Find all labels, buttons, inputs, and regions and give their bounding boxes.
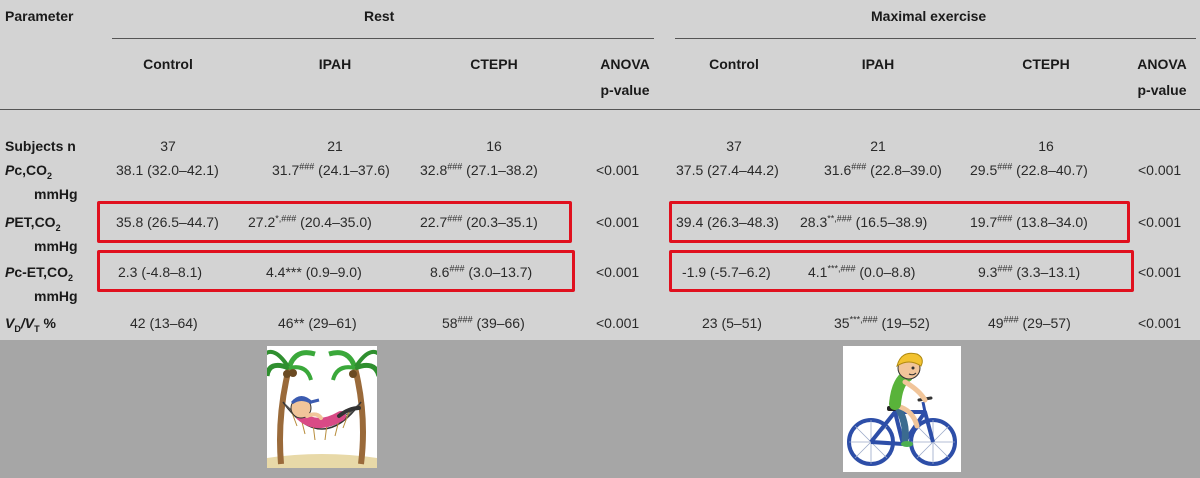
cell-pet-ex-cteph: 19.7### (13.8–34.0): [970, 213, 1088, 230]
ex-ipah-header: IPAH: [861, 56, 895, 72]
ex-control-header: Control: [709, 56, 759, 72]
cell-pc-rest-ipah: 31.7### (24.1–37.6): [272, 161, 390, 178]
row-label-pet-co2: PET,CO2: [5, 214, 61, 233]
cell-pc-rest-p: <0.001: [596, 162, 640, 178]
cell-pc-ex-ipah: 31.6### (22.8–39.0): [824, 161, 942, 178]
header-bottom-rule: [0, 109, 1200, 110]
parameter-header: Parameter: [5, 8, 74, 24]
highlight-box-pcet-rest: [97, 250, 575, 292]
cell-pet-rest-cteph: 22.7### (20.3–35.1): [420, 213, 538, 230]
row-label-pc-sub2: 2: [47, 170, 53, 181]
cell-pet-ex-ipah: 28.3**,### (16.5–38.9): [800, 213, 928, 230]
cell-pet-rest-ipah: 27.2*,### (20.4–35.0): [248, 213, 372, 230]
ex-anova-header: ANOVA: [1137, 56, 1187, 72]
cell-vdvt-ex-control: 23 (5–51): [702, 315, 762, 331]
row-label-pet-sub: ET,CO: [14, 214, 56, 230]
hammock-rest-illustration: [267, 346, 377, 468]
cell-pet-ex-p: <0.001: [1138, 214, 1182, 230]
exercise-group-rule: [675, 38, 1196, 39]
cell-pc-rest-control: 38.1 (32.0–42.1): [116, 162, 219, 178]
cell-pc-ex-control: 37.5 (27.4–44.2): [676, 162, 779, 178]
cell-vdvt-rest-p: <0.001: [596, 315, 640, 331]
cell-vdvt-rest-ipah: 46** (29–61): [278, 315, 357, 331]
cell-subjects-rest-ipah: 21: [327, 138, 343, 154]
cell-pc-ex-p: <0.001: [1138, 162, 1182, 178]
cell-pet-rest-p: <0.001: [596, 214, 640, 230]
row-label-pet-sub2: 2: [55, 222, 61, 233]
cell-subjects-ex-ipah: 21: [870, 138, 886, 154]
row-label-pc-co2: Pc,CO2: [5, 162, 52, 181]
row-label-vdvt: VD/VT %: [5, 315, 56, 334]
cell-vdvt-ex-p: <0.001: [1138, 315, 1182, 331]
cell-subjects-ex-control: 37: [726, 138, 742, 154]
cell-pet-rest-control: 35.8 (26.5–44.7): [116, 214, 219, 230]
cell-vdvt-rest-control: 42 (13–64): [130, 315, 198, 331]
rest-ipah-header: IPAH: [318, 56, 352, 72]
cell-subjects-rest-cteph: 16: [486, 138, 502, 154]
rest-control-header: Control: [143, 56, 193, 72]
cell-vdvt-ex-ipah: 35***,### (19–52): [834, 314, 930, 331]
row-unit-pet: mmHg: [34, 238, 78, 254]
cell-subjects-rest-control: 37: [160, 138, 176, 154]
cell-pcet-rest-cteph: 8.6### (3.0–13.7): [430, 263, 533, 280]
illustration-band: [0, 340, 1200, 478]
row-unit-pcet: mmHg: [34, 288, 78, 304]
row-label-pet-main: P: [5, 214, 15, 230]
rest-pvalue-header: p-value: [600, 82, 650, 98]
rest-cteph-header: CTEPH: [470, 56, 518, 72]
row-label-pc-sub: c,CO: [14, 162, 48, 178]
row-label-pcet-main: P: [5, 264, 15, 280]
row-label-pc-main: P: [5, 162, 15, 178]
cell-pc-rest-cteph: 32.8### (27.1–38.2): [420, 161, 538, 178]
exercise-group-header: Maximal exercise: [871, 8, 987, 24]
row-label-subjects: Subjects n: [5, 138, 76, 154]
highlight-box-pcet-exercise: [669, 250, 1134, 292]
cell-subjects-ex-cteph: 16: [1038, 138, 1054, 154]
cell-pcet-rest-ipah: 4.4*** (0.9–9.0): [266, 264, 362, 280]
cell-pcet-ex-cteph: 9.3### (3.3–13.1): [978, 263, 1081, 280]
rest-anova-header: ANOVA: [600, 56, 650, 72]
cell-vdvt-ex-cteph: 49### (29–57): [988, 314, 1071, 331]
row-unit-pc: mmHg: [34, 186, 78, 202]
cell-vdvt-rest-cteph: 58### (39–66): [442, 314, 525, 331]
cell-pc-ex-cteph: 29.5### (22.8–40.7): [970, 161, 1088, 178]
cell-pet-ex-control: 39.4 (26.3–48.3): [676, 214, 779, 230]
row-label-pcet-sub: c-ET,CO: [14, 264, 69, 280]
rest-group-header: Rest: [364, 8, 395, 24]
cell-pcet-rest-control: 2.3 (-4.8–8.1): [118, 264, 203, 280]
cyclist-illustration: [843, 346, 961, 472]
cell-pcet-ex-p: <0.001: [1138, 264, 1182, 280]
row-label-pcet-co2: Pc-ET,CO2: [5, 264, 73, 283]
highlight-box-pet-exercise: [669, 201, 1130, 243]
cell-pcet-rest-p: <0.001: [596, 264, 640, 280]
ex-cteph-header: CTEPH: [1022, 56, 1070, 72]
ex-pvalue-header: p-value: [1137, 82, 1187, 98]
cell-pcet-ex-control: -1.9 (-5.7–6.2): [682, 264, 771, 280]
cell-pcet-ex-ipah: 4.1***,### (0.0–8.8): [808, 263, 916, 280]
rest-group-rule: [112, 38, 654, 39]
row-label-pcet-sub2: 2: [68, 272, 74, 283]
highlight-box-pet-rest: [97, 201, 572, 243]
